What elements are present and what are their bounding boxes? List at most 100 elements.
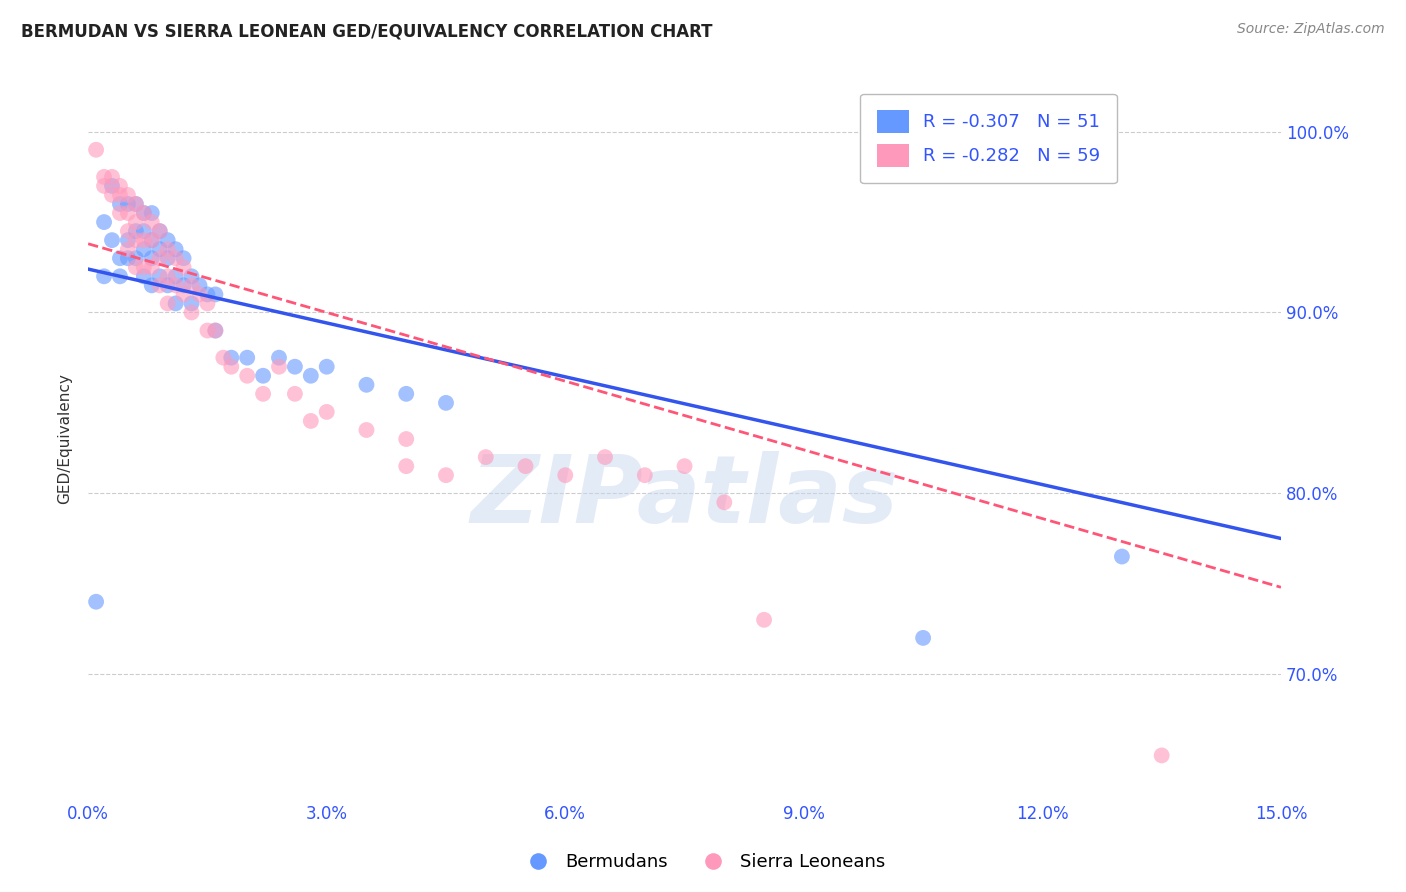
- Point: [101, 169, 124, 184]
- Point: [132, 260, 155, 275]
- Point: [204, 324, 226, 338]
- Point: [156, 242, 179, 256]
- Point: [141, 252, 163, 266]
- Point: [156, 296, 179, 310]
- Point: [188, 287, 211, 301]
- Point: [912, 631, 935, 645]
- Point: [108, 269, 131, 284]
- Point: [132, 206, 155, 220]
- Point: [673, 459, 696, 474]
- Point: [141, 233, 163, 247]
- Point: [165, 296, 187, 310]
- Point: [180, 278, 202, 293]
- Point: [173, 287, 195, 301]
- Point: [173, 260, 195, 275]
- Point: [197, 287, 219, 301]
- Point: [101, 178, 124, 193]
- Point: [188, 278, 211, 293]
- Point: [93, 215, 115, 229]
- Point: [125, 215, 148, 229]
- Point: [315, 359, 337, 374]
- Point: [180, 296, 202, 310]
- Point: [108, 178, 131, 193]
- Point: [356, 423, 378, 437]
- Point: [108, 188, 131, 202]
- Point: [1111, 549, 1133, 564]
- Point: [593, 450, 616, 464]
- Point: [101, 188, 124, 202]
- Point: [165, 269, 187, 284]
- Point: [149, 242, 172, 256]
- Point: [132, 269, 155, 284]
- Point: [117, 242, 139, 256]
- Point: [125, 252, 148, 266]
- Point: [252, 368, 274, 383]
- Y-axis label: GED/Equivalency: GED/Equivalency: [58, 374, 72, 505]
- Point: [141, 233, 163, 247]
- Point: [149, 224, 172, 238]
- Point: [117, 206, 139, 220]
- Text: ZIPatlas: ZIPatlas: [471, 450, 898, 543]
- Point: [149, 252, 172, 266]
- Point: [197, 324, 219, 338]
- Point: [554, 468, 576, 483]
- Point: [221, 359, 243, 374]
- Point: [141, 215, 163, 229]
- Point: [634, 468, 657, 483]
- Point: [125, 233, 148, 247]
- Text: BERMUDAN VS SIERRA LEONEAN GED/EQUIVALENCY CORRELATION CHART: BERMUDAN VS SIERRA LEONEAN GED/EQUIVALEN…: [21, 22, 713, 40]
- Point: [236, 351, 259, 365]
- Point: [132, 224, 155, 238]
- Point: [108, 206, 131, 220]
- Point: [395, 459, 418, 474]
- Point: [713, 495, 735, 509]
- Point: [173, 252, 195, 266]
- Point: [267, 359, 290, 374]
- Point: [165, 242, 187, 256]
- Point: [204, 324, 226, 338]
- Legend: Bermudans, Sierra Leoneans: Bermudans, Sierra Leoneans: [513, 847, 893, 879]
- Point: [141, 206, 163, 220]
- Point: [165, 252, 187, 266]
- Point: [149, 224, 172, 238]
- Point: [299, 368, 322, 383]
- Point: [434, 396, 457, 410]
- Point: [315, 405, 337, 419]
- Point: [180, 269, 202, 284]
- Point: [125, 197, 148, 211]
- Point: [236, 368, 259, 383]
- Point: [156, 278, 179, 293]
- Point: [434, 468, 457, 483]
- Point: [149, 269, 172, 284]
- Point: [84, 143, 107, 157]
- Point: [93, 269, 115, 284]
- Point: [117, 188, 139, 202]
- Point: [101, 233, 124, 247]
- Point: [180, 305, 202, 319]
- Point: [141, 260, 163, 275]
- Point: [93, 178, 115, 193]
- Point: [515, 459, 537, 474]
- Point: [132, 233, 155, 247]
- Point: [117, 233, 139, 247]
- Point: [117, 252, 139, 266]
- Point: [84, 595, 107, 609]
- Point: [132, 242, 155, 256]
- Point: [267, 351, 290, 365]
- Point: [752, 613, 775, 627]
- Point: [156, 252, 179, 266]
- Point: [156, 269, 179, 284]
- Point: [252, 387, 274, 401]
- Point: [221, 351, 243, 365]
- Point: [125, 197, 148, 211]
- Point: [141, 278, 163, 293]
- Legend: R = -0.307   N = 51, R = -0.282   N = 59: R = -0.307 N = 51, R = -0.282 N = 59: [860, 94, 1116, 184]
- Point: [284, 387, 307, 401]
- Point: [132, 206, 155, 220]
- Point: [395, 432, 418, 446]
- Point: [356, 377, 378, 392]
- Point: [108, 197, 131, 211]
- Point: [299, 414, 322, 428]
- Point: [474, 450, 496, 464]
- Text: Source: ZipAtlas.com: Source: ZipAtlas.com: [1237, 22, 1385, 37]
